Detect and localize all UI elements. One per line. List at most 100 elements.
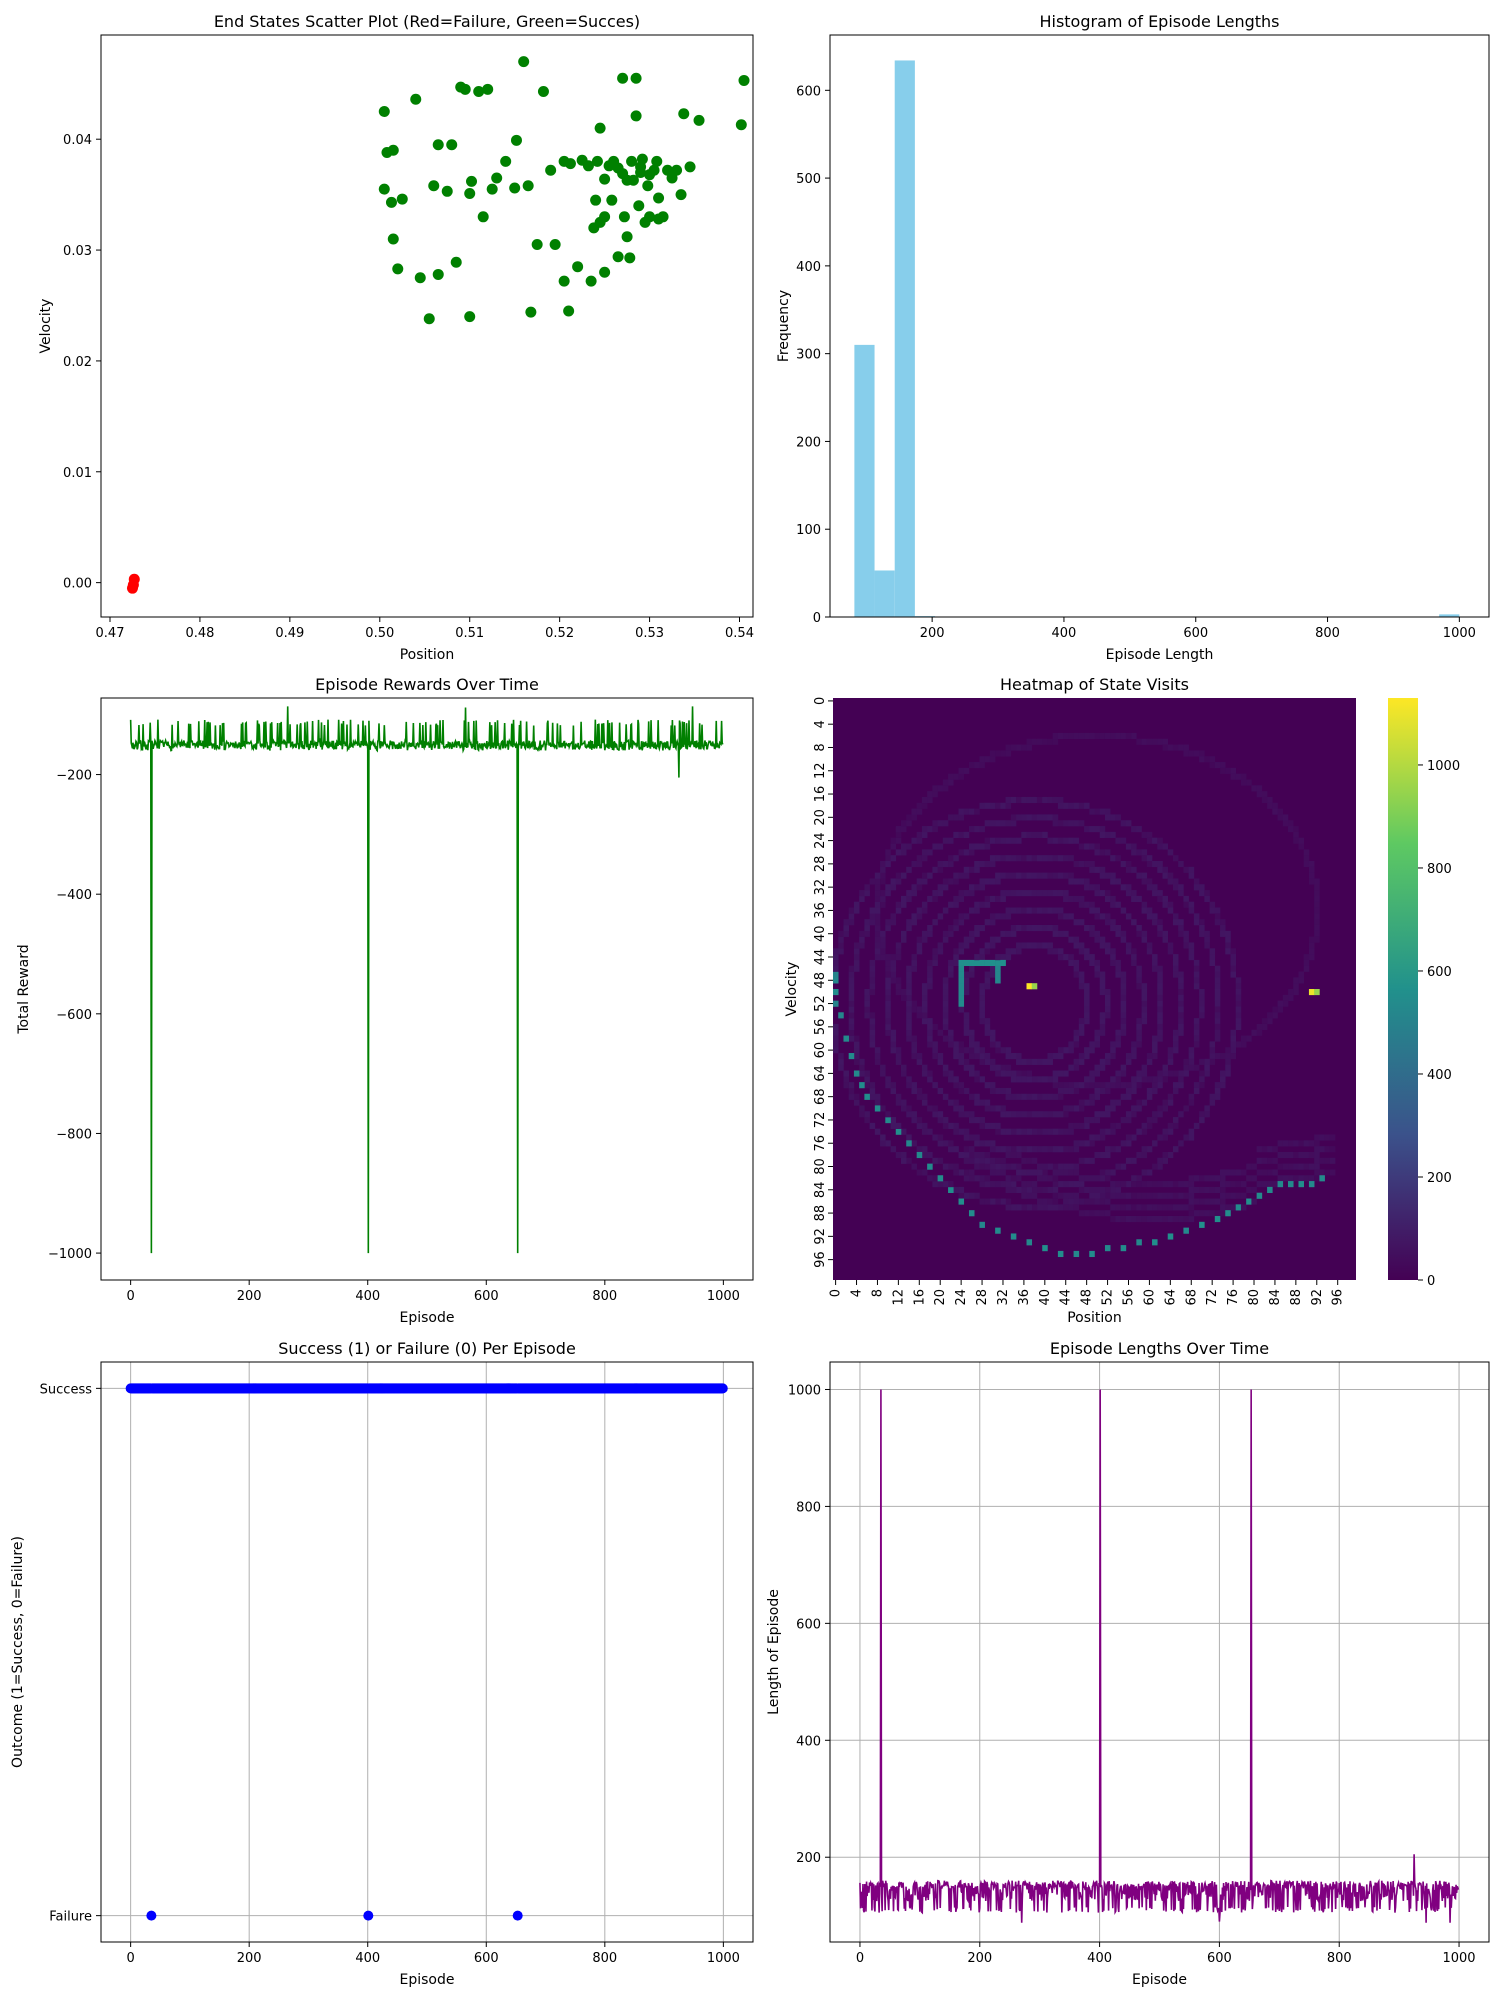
heatmap-cell bbox=[1016, 948, 1022, 955]
heatmap-cell bbox=[963, 913, 970, 920]
heatmap-cell bbox=[1162, 895, 1169, 902]
heatmap-cell bbox=[963, 983, 970, 990]
heatmap-cell bbox=[1214, 1029, 1221, 1036]
success-point bbox=[735, 119, 747, 131]
heatmap-cell bbox=[1193, 919, 1200, 926]
heatmap-cell bbox=[921, 1018, 928, 1025]
heatmap-cell bbox=[1261, 1146, 1268, 1153]
heatmap-cell bbox=[984, 1163, 991, 1170]
heatmap-cell bbox=[911, 959, 917, 967]
heatmap-cell bbox=[1319, 1146, 1325, 1153]
heatmap-cell bbox=[885, 965, 891, 972]
heatmap-cell bbox=[1251, 785, 1257, 792]
heatmap-cell bbox=[958, 773, 965, 780]
heatmap-cell bbox=[942, 1064, 949, 1071]
heatmap-cell bbox=[1240, 1192, 1247, 1199]
heatmap-cell bbox=[1120, 1093, 1127, 1100]
heatmap-cell bbox=[1125, 1192, 1132, 1199]
heatmap-cell bbox=[1005, 1146, 1012, 1153]
heatmap-cell bbox=[1120, 983, 1127, 990]
heatmap-cell bbox=[1104, 1000, 1111, 1007]
heatmap-cell bbox=[979, 954, 985, 961]
y-tick-label: −800 bbox=[56, 1127, 92, 1142]
x-tick-label: 1000 bbox=[707, 1951, 740, 1966]
x-tick-label: 800 bbox=[1315, 626, 1340, 641]
x-tick-label: 96 bbox=[1331, 1289, 1346, 1306]
heatmap-cell bbox=[1314, 895, 1320, 902]
heatmap-cell bbox=[869, 1041, 876, 1048]
axes-frame bbox=[100, 1361, 754, 1943]
heatmap-cell bbox=[1078, 1105, 1085, 1112]
heatmap-cell bbox=[1031, 872, 1038, 879]
heatmap-cell bbox=[1178, 994, 1184, 1001]
heatmap-cell bbox=[1094, 890, 1101, 897]
heatmap-cell bbox=[1308, 872, 1315, 879]
heatmap-cell bbox=[979, 1000, 985, 1007]
heatmap-cell bbox=[859, 1064, 865, 1071]
heatmap-cell bbox=[932, 954, 938, 961]
heatmap-cell bbox=[1288, 1140, 1294, 1147]
heatmap-cell bbox=[1162, 1134, 1169, 1141]
heatmap-cell bbox=[1078, 895, 1085, 902]
heatmap-cell bbox=[1110, 924, 1116, 932]
heatmap-cell bbox=[1078, 1157, 1085, 1164]
heatmap-cell bbox=[859, 1058, 865, 1065]
heatmap-cell bbox=[1084, 884, 1090, 891]
heatmap-cell bbox=[885, 1006, 891, 1013]
heatmap-cell bbox=[963, 1134, 970, 1141]
heatmap-cell bbox=[1021, 1204, 1027, 1211]
heatmap-cell bbox=[974, 884, 980, 891]
heatmap-cell bbox=[1057, 1169, 1064, 1176]
heatmap-cell bbox=[1235, 1012, 1242, 1019]
heatmap-cell bbox=[869, 1093, 876, 1100]
heatmap-cell bbox=[974, 860, 980, 868]
heatmap-cell bbox=[1167, 878, 1174, 885]
heatmap-cell bbox=[1052, 948, 1059, 955]
heatmap-cell bbox=[1089, 924, 1095, 932]
heatmap-cell bbox=[1016, 872, 1022, 879]
heatmap-cell bbox=[1089, 1210, 1095, 1217]
heatmap-cell bbox=[885, 1082, 891, 1089]
heatmap-cell bbox=[1314, 878, 1320, 885]
success-point bbox=[621, 231, 633, 243]
heatmap-cell bbox=[1230, 954, 1237, 961]
heatmap-cell bbox=[1288, 989, 1294, 996]
heatmap-cell bbox=[1073, 1064, 1080, 1071]
heatmap-cell bbox=[916, 1146, 923, 1153]
heatmap-cell bbox=[1125, 732, 1132, 740]
heatmap-cell bbox=[911, 1082, 917, 1089]
heatmap-cell bbox=[895, 1093, 902, 1100]
x-tick-label: 12 bbox=[891, 1289, 906, 1306]
heatmap-cell bbox=[1162, 1204, 1169, 1211]
heatmap-cell bbox=[1089, 1099, 1095, 1106]
heatmap-cell bbox=[1084, 1099, 1090, 1106]
heatmap-cell bbox=[1152, 884, 1158, 891]
success-point bbox=[522, 180, 534, 192]
heatmap-cell bbox=[979, 1140, 985, 1147]
heatmap-cell bbox=[1057, 1128, 1064, 1135]
heatmap-cell bbox=[1162, 738, 1169, 745]
heatmap-cell bbox=[979, 884, 985, 891]
heatmap-cell bbox=[921, 1099, 928, 1106]
heatmap-cell bbox=[995, 750, 1001, 757]
heatmap-cell bbox=[869, 977, 876, 984]
heatmap-cell bbox=[1089, 843, 1095, 850]
heatmap-cell bbox=[927, 930, 933, 937]
heatmap-cell bbox=[911, 860, 917, 868]
heatmap-cell bbox=[1104, 808, 1111, 815]
heatmap-cell bbox=[1157, 1000, 1163, 1007]
heatmap-cell bbox=[1078, 948, 1085, 955]
heatmap-cell bbox=[927, 1163, 933, 1170]
heatmap-cell bbox=[859, 1111, 865, 1118]
heatmap-cell bbox=[927, 959, 933, 967]
heatmap-cell bbox=[1110, 855, 1116, 862]
state-visits-heatmap-panel: 0044881212161620202424282832323636404044… bbox=[784, 675, 1460, 1326]
heatmap-cell bbox=[885, 994, 891, 1001]
heatmap-cell bbox=[1172, 1047, 1179, 1054]
heatmap-cell bbox=[1167, 1233, 1174, 1240]
heatmap-cell bbox=[1042, 1093, 1048, 1100]
heatmap-cell bbox=[1042, 1169, 1048, 1176]
heatmap-cell bbox=[1026, 744, 1033, 751]
success-point bbox=[644, 211, 656, 223]
heatmap-cell bbox=[1193, 1035, 1200, 1042]
